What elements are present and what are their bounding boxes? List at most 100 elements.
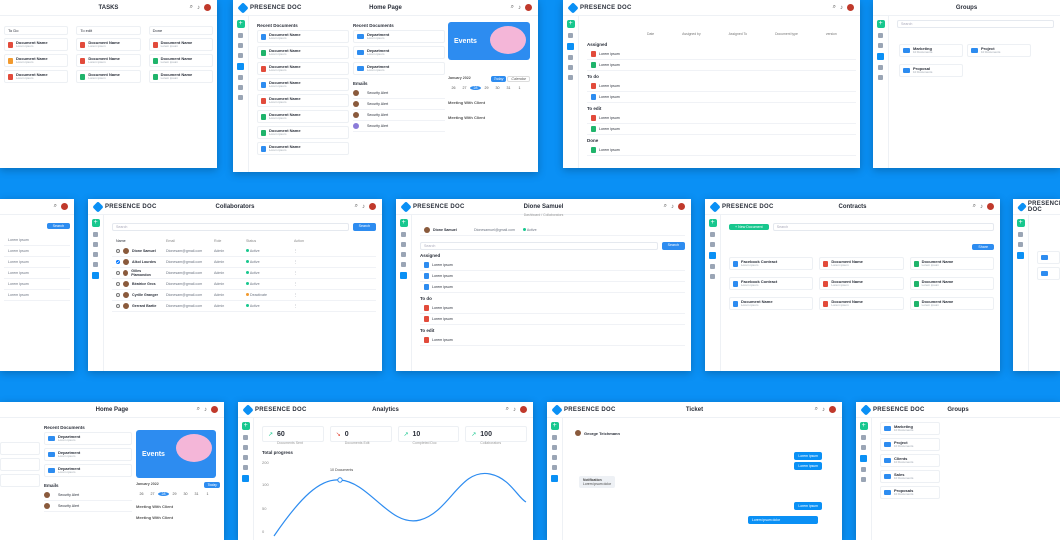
bell-icon[interactable]: ♪	[980, 203, 983, 210]
task-card[interactable]: Document Name Lorem ipsum	[148, 54, 213, 67]
group-card[interactable]: Proposal 10 Documents	[899, 64, 963, 77]
row-checkbox[interactable]	[116, 282, 120, 286]
folder-card[interactable]: Department Lorem ipsum	[353, 46, 445, 59]
task-row[interactable]: Lorem ipsum	[587, 92, 856, 103]
contract-card[interactable]: Document Name Lorem ipsum	[819, 297, 904, 310]
avatar[interactable]	[61, 203, 68, 210]
contract-card[interactable]: Document Name Lorem ipsum	[819, 277, 904, 290]
search-icon[interactable]: ⌕	[814, 406, 818, 412]
list-row[interactable]: Lorem ipsum	[4, 290, 70, 301]
new-document-button[interactable]: + New Document	[729, 224, 769, 230]
task-card[interactable]: Document Name Lorem ipsum	[4, 70, 69, 83]
email-row[interactable]: Security Alert	[353, 99, 445, 110]
list-row[interactable]: Lorem ipsum	[4, 235, 70, 246]
search-button[interactable]: Search	[352, 223, 376, 231]
search-input[interactable]: Search	[112, 223, 349, 231]
row-checkbox[interactable]	[116, 271, 120, 275]
doc-card[interactable]: Document Name Lorem ipsum	[257, 110, 349, 123]
email-row[interactable]: Security Alert	[44, 501, 132, 512]
bell-icon[interactable]: ♪	[518, 4, 521, 11]
row-checkbox[interactable]	[116, 293, 120, 297]
email-row[interactable]: Security Alert	[44, 490, 132, 501]
avatar[interactable]	[211, 406, 218, 413]
doc-card[interactable]: Document Name Lorem ipsum	[257, 94, 349, 107]
list-row[interactable]: Lorem ipsum	[4, 246, 70, 257]
folder-card[interactable]: Department Lorem ipsum	[44, 448, 132, 461]
meeting-item[interactable]: Meeting With Client	[136, 504, 174, 509]
avatar[interactable]	[678, 203, 685, 210]
bell-icon[interactable]: ♪	[671, 203, 674, 210]
meeting-item[interactable]: Meeting With Client	[448, 115, 486, 120]
task-row[interactable]: Lorem ipsum	[420, 335, 685, 346]
group-card[interactable]: Marketing 10 Documents	[899, 44, 963, 57]
avatar[interactable]	[520, 406, 527, 413]
row-checkbox[interactable]	[116, 249, 120, 253]
row-checkbox[interactable]	[116, 304, 120, 308]
task-card[interactable]: Document Name Lorem ipsum	[4, 38, 69, 51]
folder-card[interactable]	[1037, 251, 1060, 264]
doc-card[interactable]: Document Name Lorem ipsum	[257, 78, 349, 91]
folder-card[interactable]: Department Lorem ipsum	[353, 30, 445, 43]
bell-icon[interactable]: ♪	[197, 4, 200, 11]
avatar[interactable]	[369, 203, 376, 210]
more-icon[interactable]: ⋮	[294, 260, 298, 264]
task-row[interactable]: Lorem ipsum	[587, 124, 856, 135]
group-card[interactable]: Clients 10 Documents	[880, 454, 940, 467]
more-icon[interactable]: ⋮	[294, 304, 298, 308]
row-checkbox[interactable]	[116, 260, 120, 264]
bell-icon[interactable]: ♪	[513, 406, 516, 413]
task-row[interactable]: Lorem ipsum	[587, 60, 856, 71]
task-row[interactable]: Lorem ipsum	[420, 303, 685, 314]
table-row[interactable]: Cyrille Granger Dionesam@gmail.com Admin D…	[112, 290, 376, 301]
doc-card[interactable]: Document Name Lorem ipsum	[257, 126, 349, 139]
task-row[interactable]: Lorem ipsum	[420, 314, 685, 325]
new-button[interactable]: +	[566, 20, 575, 28]
list-row[interactable]: Lorem ipsum	[4, 257, 70, 268]
search-icon[interactable]: ⌕	[832, 4, 836, 10]
task-row[interactable]: Lorem ipsum	[420, 271, 685, 282]
group-card[interactable]: Proposals 10 Documents	[880, 486, 940, 499]
avatar[interactable]	[987, 203, 994, 210]
search-icon[interactable]: ⌕	[53, 203, 57, 209]
group-card[interactable]: Sales 10 Documents	[880, 470, 940, 483]
search-input[interactable]: Search	[420, 242, 658, 250]
calendar-button[interactable]: Calendar	[507, 76, 530, 82]
doc-card[interactable]	[0, 442, 40, 455]
task-row[interactable]: Lorem ipsum	[420, 260, 685, 271]
avatar[interactable]	[829, 406, 836, 413]
doc-card[interactable]	[0, 458, 40, 471]
more-icon[interactable]: ⋮	[294, 249, 298, 253]
doc-card[interactable]: Document Name Lorem ipsum	[257, 62, 349, 75]
events-banner[interactable]: Events	[136, 430, 216, 478]
more-icon[interactable]: ⋮	[294, 293, 298, 297]
contract-card[interactable]: Facebook Contract Lorem ipsum	[729, 257, 814, 270]
new-button[interactable]: +	[708, 219, 717, 227]
task-card[interactable]: Document Name Lorem ipsum	[4, 54, 69, 67]
contract-card[interactable]: Facebook Contract Lorem ipsum	[729, 277, 814, 290]
bell-icon[interactable]: ♪	[822, 406, 825, 413]
search-icon[interactable]: ⌕	[972, 203, 976, 209]
more-icon[interactable]: ⋮	[294, 271, 298, 275]
doc-card[interactable]: Document Name Lorem ipsum	[257, 30, 349, 43]
folder-card[interactable]: Department Lorem ipsum	[44, 432, 132, 445]
task-row[interactable]: Lorem ipsum	[587, 145, 856, 156]
search-icon[interactable]: ⌕	[510, 4, 514, 10]
avatar[interactable]	[525, 4, 532, 11]
contract-card[interactable]: Document Name Lorem ipsum	[909, 277, 994, 290]
table-row[interactable]: Gerrard Bartie Dionesam@gmail.com Admin Ac…	[112, 301, 376, 312]
events-banner[interactable]: Events	[448, 22, 530, 60]
folder-card[interactable]: Department Lorem ipsum	[44, 464, 132, 477]
task-row[interactable]: Lorem ipsum	[587, 81, 856, 92]
today-button[interactable]: Today	[204, 482, 220, 488]
search-icon[interactable]: ⌕	[354, 203, 358, 209]
table-row[interactable]: Alkol Lourdes Dionesam@gmail.com Admin Act…	[112, 257, 376, 268]
contract-card[interactable]: Document Name Lorem ipsum	[909, 257, 994, 270]
list-row[interactable]: Lorem ipsum	[4, 279, 70, 290]
new-button[interactable]: +	[399, 219, 408, 227]
task-row[interactable]: Lorem ipsum	[420, 282, 685, 293]
task-card[interactable]: Document Name Lorem ipsum	[76, 54, 141, 67]
email-row[interactable]: Security Alert	[353, 121, 445, 132]
group-card[interactable]: Project 10 Documents	[967, 44, 1031, 57]
meeting-item[interactable]: Meeting With Client	[448, 100, 486, 105]
list-row[interactable]: Lorem ipsum	[4, 268, 70, 279]
